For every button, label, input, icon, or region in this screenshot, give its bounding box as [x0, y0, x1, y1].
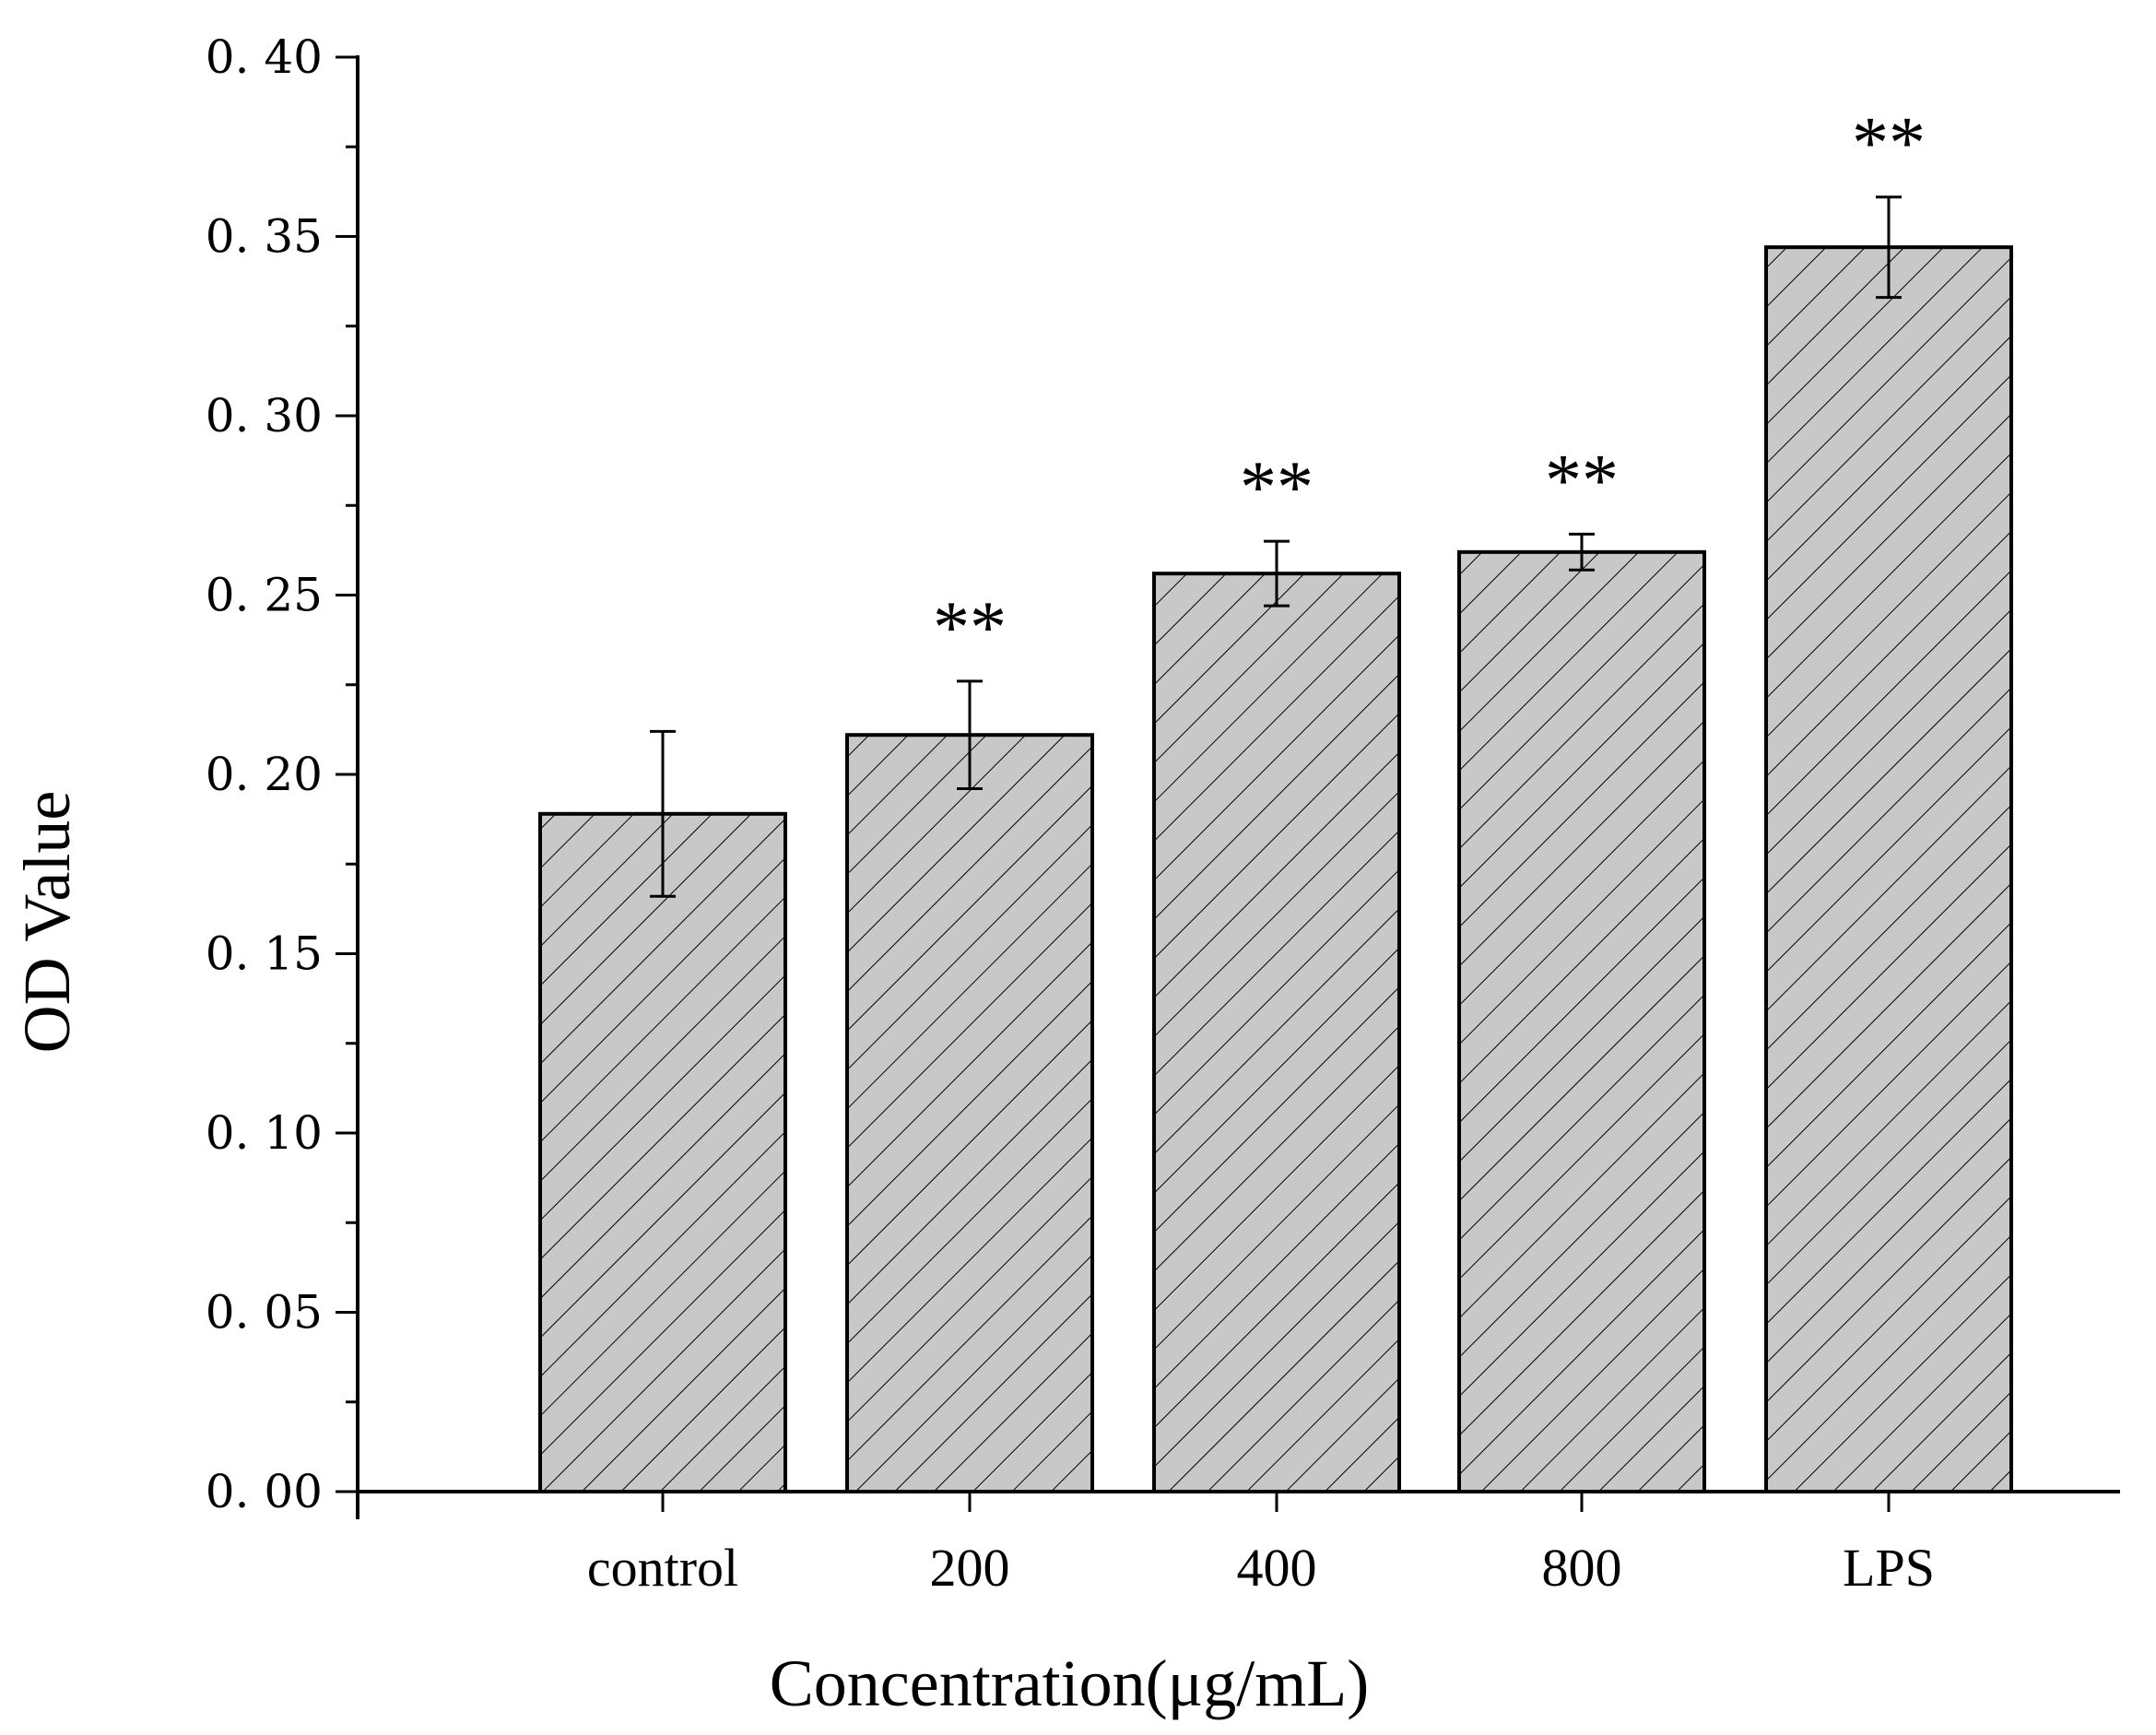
- x-tick-label-control: control: [587, 1538, 738, 1598]
- significance-label-400: **: [1240, 447, 1314, 528]
- bar-control: [538, 811, 787, 1493]
- y-tick-label: 0. 40: [206, 30, 323, 84]
- significance-label-200: **: [933, 587, 1007, 668]
- bar-LPS: [1764, 245, 2013, 1493]
- significance-label-LPS: **: [1852, 103, 1926, 184]
- axes-group: control 200 400 800 LPS 0. 00 0. 05 0. 10 0. 15 0…: [206, 30, 2120, 1598]
- y-tick-label: 0. 20: [206, 748, 323, 801]
- y-tick-label: 0. 10: [206, 1106, 323, 1160]
- x-tick-label-800: 800: [1542, 1538, 1622, 1598]
- y-tick-label: 0. 15: [206, 927, 323, 981]
- y-tick-label: 0. 25: [206, 569, 323, 622]
- y-axis-title: OD Value: [10, 791, 84, 1054]
- bars-group: [538, 245, 2013, 1493]
- y-tick-label: 0. 30: [206, 389, 323, 443]
- x-tick-label-200: 200: [930, 1538, 1010, 1598]
- y-tick-label: 0. 35: [206, 210, 323, 264]
- bar-800: [1457, 549, 1706, 1493]
- y-tick-label: 0. 05: [206, 1286, 323, 1340]
- bar-400: [1152, 572, 1401, 1493]
- bar-200: [845, 733, 1094, 1493]
- x-tick-label-LPS: LPS: [1843, 1538, 1935, 1598]
- significance-group: ** ** ** **: [933, 103, 1926, 668]
- y-tick-label: 0. 00: [206, 1465, 323, 1518]
- x-tick-label-400: 400: [1237, 1538, 1317, 1598]
- x-axis-title: Concentration(μg/mL): [770, 1646, 1369, 1720]
- error-bars-group: [650, 195, 1902, 898]
- significance-label-800: **: [1545, 440, 1619, 521]
